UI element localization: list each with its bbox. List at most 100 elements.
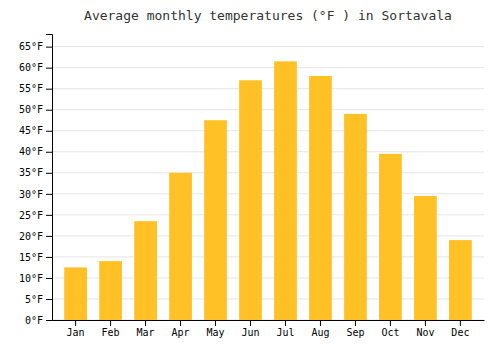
bar [309, 76, 332, 320]
grid-line [52, 88, 484, 89]
y-tick-mark [46, 257, 52, 258]
y-axis-line [46, 35, 53, 321]
x-tick-label: May [206, 327, 224, 338]
y-tick-label: 20°F [19, 231, 43, 242]
y-tick-mark [46, 131, 52, 132]
y-tick-mark [46, 299, 52, 300]
y-tick: 40°F [19, 146, 52, 157]
y-tick-mark [46, 215, 52, 216]
x-tick-mark [425, 320, 426, 326]
x-tick: Aug [311, 320, 329, 338]
grid-line [52, 67, 484, 68]
x-tick: Dec [451, 320, 469, 338]
bar [134, 221, 157, 320]
bar [99, 261, 122, 320]
y-tick: 55°F [19, 83, 52, 94]
x-tick-label: Aug [311, 327, 329, 338]
x-tick-mark [390, 320, 391, 326]
y-tick: 25°F [19, 210, 52, 221]
x-tick: Oct [381, 320, 399, 338]
y-tick: 60°F [19, 62, 52, 73]
grid-line [52, 46, 484, 47]
y-tick-label: 60°F [19, 62, 43, 73]
bar [344, 114, 367, 320]
x-tick-mark [215, 320, 216, 326]
y-tick-mark [46, 194, 52, 195]
x-tick-label: Apr [172, 327, 190, 338]
y-tick-label: 30°F [19, 189, 43, 200]
x-tick-label: Oct [381, 327, 399, 338]
x-tick-mark [180, 320, 181, 326]
x-tick: Jun [241, 320, 259, 338]
x-tick: May [206, 320, 224, 338]
x-tick-label: Jan [67, 327, 85, 338]
chart: 0°F 5°F 10°F 15°F 20°F 25°F 30°F 35°F 40°F 45°F 50… [0, 0, 500, 350]
y-tick-mark [46, 320, 52, 321]
y-tick-label: 50°F [19, 104, 43, 115]
x-tick-mark [285, 320, 286, 326]
y-tick-label: 45°F [19, 125, 43, 136]
bar [169, 173, 192, 320]
x-tick-mark [250, 320, 251, 326]
x-tick-label: Jul [276, 327, 294, 338]
y-tick: 0°F [25, 315, 52, 326]
y-tick-label: 10°F [19, 273, 43, 284]
y-tick-label: 35°F [19, 167, 43, 178]
x-tick: Mar [137, 320, 155, 338]
x-tick-mark [145, 320, 146, 326]
grid [52, 47, 484, 320]
y-tick: 50°F [19, 104, 52, 115]
y-tick-label: 15°F [19, 252, 43, 263]
y-tick-label: 25°F [19, 210, 43, 221]
y-tick-label: 55°F [19, 83, 43, 94]
grid-line [52, 130, 484, 131]
y-tick: 65°F [19, 41, 52, 52]
x-tick: Jan [67, 320, 85, 338]
x-axis-line [53, 320, 485, 321]
x-tick-mark [355, 320, 356, 326]
y-tick-mark [46, 68, 52, 69]
x-tick-label: Sep [346, 327, 364, 338]
y-tick: 35°F [19, 167, 52, 178]
x-tick-mark [320, 320, 321, 326]
grid-line [52, 172, 484, 173]
bar [414, 196, 437, 320]
y-tick-mark [46, 152, 52, 153]
x-tick-label: Dec [451, 327, 469, 338]
title: Average monthly temperatures (°F ) in So… [84, 8, 452, 23]
y-tick-label: 40°F [19, 146, 43, 157]
grid-line [52, 193, 484, 194]
x-tick-label: Feb [102, 327, 120, 338]
y-tick-mark [46, 47, 52, 48]
bar [274, 61, 297, 320]
bar [239, 80, 262, 320]
y-tick: 5°F [25, 294, 52, 305]
y-tick: 30°F [19, 189, 52, 200]
y-tick: 45°F [19, 125, 52, 136]
y-tick: 15°F [19, 252, 52, 263]
x-tick: Nov [416, 320, 434, 338]
bar [204, 120, 227, 320]
bar [379, 154, 402, 320]
y-tick: 10°F [19, 273, 52, 284]
y-tick-mark [46, 89, 52, 90]
x-axis: Jan Feb Mar Apr May Jun Jul Aug Sep Oct Nov Dec [53, 320, 485, 338]
y-tick-mark [46, 278, 52, 279]
x-tick-mark [75, 320, 76, 326]
bar [449, 240, 472, 320]
grid-line [52, 151, 484, 152]
x-tick: Feb [102, 320, 120, 338]
y-tick-mark [46, 110, 52, 111]
y-tick-label: 5°F [25, 294, 43, 305]
x-tick-label: Mar [137, 327, 155, 338]
x-tick: Jul [276, 320, 294, 338]
x-tick-label: Nov [416, 327, 434, 338]
plot: 0°F 5°F 10°F 15°F 20°F 25°F 30°F 35°F 40°F 45°F 50… [19, 35, 485, 339]
y-tick-mark [46, 173, 52, 174]
bars [64, 61, 472, 320]
x-tick: Sep [346, 320, 364, 338]
y-tick-label: 65°F [19, 41, 43, 52]
x-tick-label: Jun [241, 327, 259, 338]
x-tick-mark [110, 320, 111, 326]
bar [64, 267, 87, 320]
